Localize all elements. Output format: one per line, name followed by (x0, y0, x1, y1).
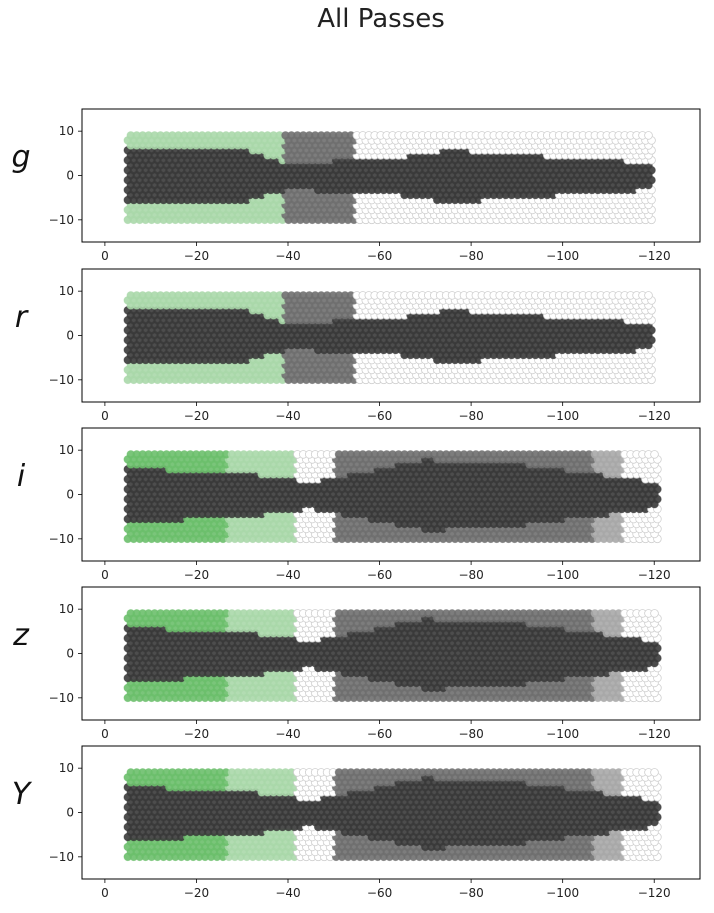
y-tick-label: 0 (66, 169, 74, 183)
panel-i: 0 −20 −40 −60 −80 −100 −120 10 0 −10 (49, 427, 701, 582)
y-tick-label: −10 (49, 213, 74, 227)
x-tick-label: −100 (546, 249, 579, 263)
field-point (644, 291, 653, 300)
x-tick-label: −40 (275, 568, 300, 582)
x-tick-label: −100 (546, 409, 579, 423)
x-tick-label: −80 (458, 568, 483, 582)
x-tick-label: 0 (101, 409, 109, 423)
panel-label-Y: Y (11, 777, 31, 812)
x-tick-label: −80 (458, 249, 483, 263)
panel-label-z: z (13, 618, 29, 653)
x-tick-label: −120 (638, 568, 671, 582)
field-point (650, 450, 659, 459)
field-grid (123, 609, 662, 703)
x-tick-label: 0 (101, 249, 109, 263)
x-tick-label: −60 (367, 568, 392, 582)
y-tick-label: 10 (59, 124, 74, 138)
figure-title: All Passes (317, 4, 445, 34)
x-tick-label: −120 (638, 249, 671, 263)
field-grid (123, 131, 656, 225)
x-tick-label: 0 (101, 568, 109, 582)
x-tick-label: −120 (638, 409, 671, 423)
y-tick-label: 10 (59, 284, 74, 298)
x-tick-label: −60 (367, 409, 392, 423)
x-tick-label: −40 (275, 249, 300, 263)
field-point (644, 131, 653, 140)
field-grid (123, 450, 662, 544)
y-tick-label: 0 (66, 329, 74, 343)
field-grid (123, 291, 656, 385)
panel-label-i: i (16, 459, 26, 494)
panel-g: 0 −20 −40 −60 −80 −100 −120 10 0 −10 (49, 108, 701, 263)
y-tick-label: 10 (59, 443, 74, 457)
x-tick-label: −20 (184, 249, 209, 263)
x-tick-label: −80 (458, 409, 483, 423)
x-tick-label: −20 (184, 568, 209, 582)
panel-r: 0 −20 −40 −60 −80 −100 −120 10 0 −10 (49, 268, 701, 423)
y-tick-label: −10 (49, 532, 74, 546)
panel-label-r: r (14, 300, 28, 335)
x-tick-label: −40 (275, 409, 300, 423)
panel-label-g: g (11, 140, 31, 175)
y-tick-label: −10 (49, 373, 74, 387)
x-tick-label: −100 (546, 568, 579, 582)
y-tick-label: 0 (66, 488, 74, 502)
x-tick-label: −60 (367, 249, 392, 263)
x-tick-label: −20 (184, 409, 209, 423)
